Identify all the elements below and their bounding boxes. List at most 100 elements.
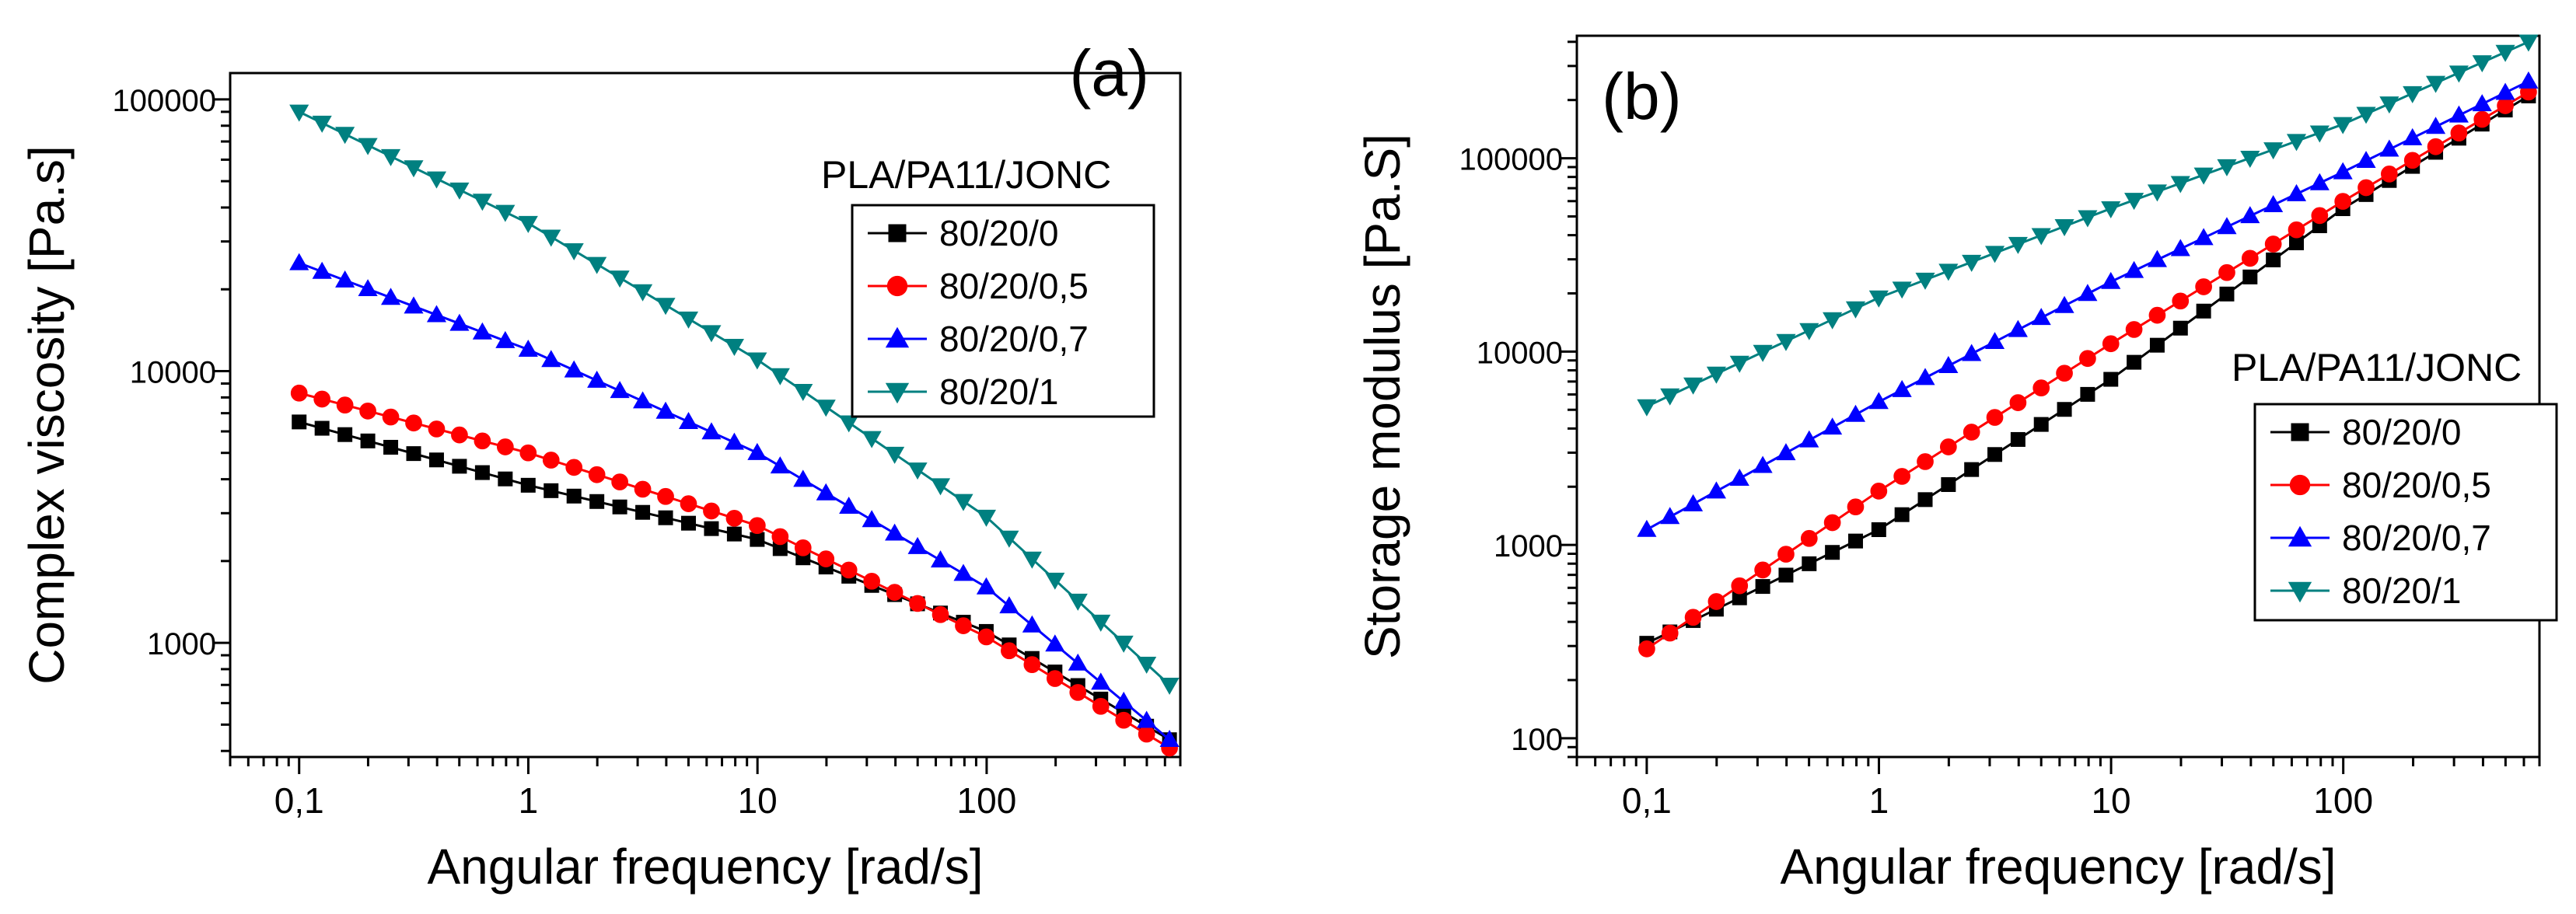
chart-a-data-point: [449, 182, 470, 200]
chart-a-data-point: [1068, 653, 1088, 671]
chart-a-data-point: [380, 288, 401, 305]
chart-b-data-point: [2217, 217, 2237, 235]
chart-b-data-point: [2264, 235, 2282, 253]
chart-b-series-2: [1637, 71, 2539, 537]
chart-b-data-point: [1707, 593, 1725, 610]
chart-b-data-point: [2518, 71, 2539, 89]
chart-a-x-tick-label: 100: [957, 780, 1017, 821]
chart-a-data-point: [931, 605, 949, 623]
chart-b-data-point: [1731, 577, 1749, 595]
chart-b-series-3: [1637, 34, 2539, 417]
chart-a-data-point: [564, 360, 584, 378]
chart-a-data-point: [1115, 711, 1133, 729]
chart-b-data-point: [2054, 218, 2074, 236]
chart-a-data-point: [1137, 656, 1157, 674]
chart-b-data-point: [1938, 355, 1959, 373]
chart-a-panel-label: (a): [1069, 37, 1149, 110]
chart-a-data-point: [1045, 572, 1065, 590]
chart-a-data-point: [1068, 593, 1088, 611]
chart-a-ticks: [213, 98, 1182, 774]
chart-b-data-point: [2240, 206, 2260, 224]
chart-b-data-point: [1823, 312, 1843, 330]
chart-b-y-tick-labels: 100 1000 10000 100000: [1459, 143, 1563, 757]
chart-a-data-point: [633, 284, 653, 302]
chart-b-data-point: [2311, 207, 2329, 225]
chart-a-data-point: [657, 487, 674, 505]
chart-a-legend-marker: [888, 224, 907, 242]
chart-b-data-point: [2057, 402, 2072, 417]
chart-a-data-point: [451, 426, 468, 444]
chart-b-data-point: [1871, 522, 1886, 538]
chart-b-series: [1637, 34, 2539, 658]
chart-a-data-point: [1092, 697, 1110, 715]
chart-b-data-point: [1802, 556, 1817, 571]
chart-a-data-point: [747, 352, 767, 370]
chart-b-data-point: [2172, 292, 2190, 310]
chart-b-data-point: [1660, 388, 1680, 406]
chart-a-x-tick-label: 1: [519, 780, 539, 821]
chart-b-data-point: [2079, 350, 2096, 368]
chart-a-data-point: [953, 494, 973, 511]
chart-a-y-tick-label: 1000: [147, 627, 216, 661]
chart-b-data-point: [1637, 519, 1657, 537]
chart-b-data-point: [1776, 443, 1796, 461]
chart-b-data-point: [1847, 533, 1863, 549]
chart-b-data-point: [2263, 195, 2284, 212]
chart-a-data-point: [452, 459, 467, 474]
chart-b-data-point: [1962, 254, 1982, 272]
chart-b-data-point: [1799, 323, 1819, 340]
chart-b-data-point: [2242, 269, 2258, 284]
chart-b-data-point: [2403, 127, 2423, 145]
chart-b-data-point: [2170, 176, 2190, 194]
chart-a-data-point: [724, 432, 744, 450]
chart-b-data-point: [2333, 117, 2353, 134]
chart-a-legend-label: 80/20/0,5: [939, 266, 1089, 306]
chart-b-data-point: [1845, 404, 1866, 422]
chart-a-data-point: [1091, 672, 1111, 690]
chart-b-data-point: [2008, 236, 2028, 254]
chart-a-data-point: [909, 595, 926, 612]
chart-a-data-point: [1046, 670, 1064, 687]
chart-b-data-point: [2217, 159, 2237, 176]
chart-b-data-point: [2333, 162, 2353, 180]
chart-a-y-axis-label: Complex viscosity [Pa.s]: [19, 145, 75, 685]
chart-a-data-point: [587, 370, 607, 388]
chart-a-legend-title: PLA/PA11/JONC: [821, 153, 1111, 197]
chart-b-data-point: [2450, 124, 2468, 141]
chart-a-data-point: [1091, 614, 1111, 632]
chart-a-data-point: [863, 572, 881, 590]
chart-a-data-point: [564, 243, 584, 261]
chart-a-data-point: [1159, 730, 1180, 748]
chart-b-data-point: [1729, 468, 1749, 486]
chart-b-legend-marker: [2288, 581, 2312, 603]
chart-a-data-point: [977, 628, 995, 646]
chart-b-data-point: [2125, 321, 2143, 338]
chart-b-data-point: [2078, 284, 2098, 302]
chart-b-data-point: [2241, 249, 2259, 267]
chart-a-data-point: [976, 509, 997, 527]
chart-b-data-point: [1706, 481, 1726, 499]
chart-b-legend-marker: [2289, 474, 2311, 496]
chart-a-data-point: [701, 422, 722, 440]
chart-a-data-point: [840, 561, 858, 579]
chart-a-series-2: [289, 253, 1180, 748]
chart-a-data-point: [358, 138, 378, 155]
chart-b-data-point: [1941, 476, 1956, 492]
chart-a-data-point: [839, 496, 859, 514]
chart-b-data-point: [1847, 498, 1865, 516]
chart-a-data-point: [382, 408, 400, 426]
chart-a-data-point: [314, 420, 330, 436]
chart-a-data-point: [953, 563, 973, 581]
chart-a-data-point: [678, 412, 699, 430]
chart-b-data-point: [2358, 179, 2375, 197]
chart-a-data-point: [589, 494, 605, 509]
chart-a-plot-frame: [229, 72, 1182, 759]
chart-a-data-point: [1137, 710, 1157, 728]
chart-a-data-point: [337, 427, 353, 442]
chart-a-legend-label: 80/20/1: [939, 372, 1058, 412]
chart-b-data-point: [1684, 609, 1702, 626]
chart-b-x-tick-label: 10: [2091, 780, 2130, 821]
chart-b-data-point: [1984, 246, 2005, 263]
chart-b-data-point: [2193, 167, 2214, 185]
chart-a-data-point: [405, 414, 422, 432]
